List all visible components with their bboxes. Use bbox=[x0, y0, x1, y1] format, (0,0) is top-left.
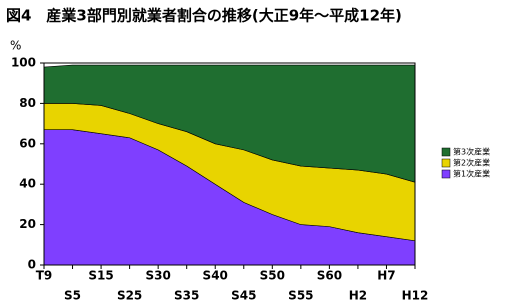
x-tick-label: S15 bbox=[88, 269, 113, 283]
legend-swatch bbox=[441, 158, 451, 168]
x-tick-label: H12 bbox=[402, 289, 429, 303]
x-tick-label: S25 bbox=[117, 289, 142, 303]
legend-label: 第2次産業 bbox=[453, 158, 490, 168]
legend-label: 第3次産業 bbox=[453, 147, 490, 157]
x-tick-label: H7 bbox=[377, 269, 395, 283]
x-tick-label: S50 bbox=[260, 269, 285, 283]
y-tick-label: 100 bbox=[11, 56, 36, 70]
y-tick-label: 0 bbox=[28, 258, 36, 272]
x-tick-label: S40 bbox=[203, 269, 228, 283]
x-tick-label: S30 bbox=[145, 269, 170, 283]
x-tick-label: S5 bbox=[64, 289, 81, 303]
y-tick-label: 60 bbox=[19, 136, 36, 150]
x-tick-label: S60 bbox=[317, 269, 342, 283]
y-axis-label: % bbox=[10, 39, 21, 53]
y-tick-label: 20 bbox=[19, 217, 36, 231]
x-tick-label: S45 bbox=[231, 289, 256, 303]
legend-label: 第1次産業 bbox=[453, 169, 490, 179]
y-tick-label: 40 bbox=[19, 177, 36, 191]
legend-swatch bbox=[441, 169, 451, 179]
x-tick-label: S35 bbox=[174, 289, 199, 303]
plot-frame bbox=[43, 62, 416, 266]
y-tick-label: 80 bbox=[19, 96, 36, 110]
x-tick-label: H2 bbox=[349, 289, 367, 303]
legend-swatch bbox=[441, 147, 451, 157]
x-tick-label: T9 bbox=[36, 269, 53, 283]
chart-title: 図4 産業3部門別就業者割合の推移(大正9年～平成12年) bbox=[6, 7, 402, 25]
x-tick-label: S55 bbox=[288, 289, 313, 303]
